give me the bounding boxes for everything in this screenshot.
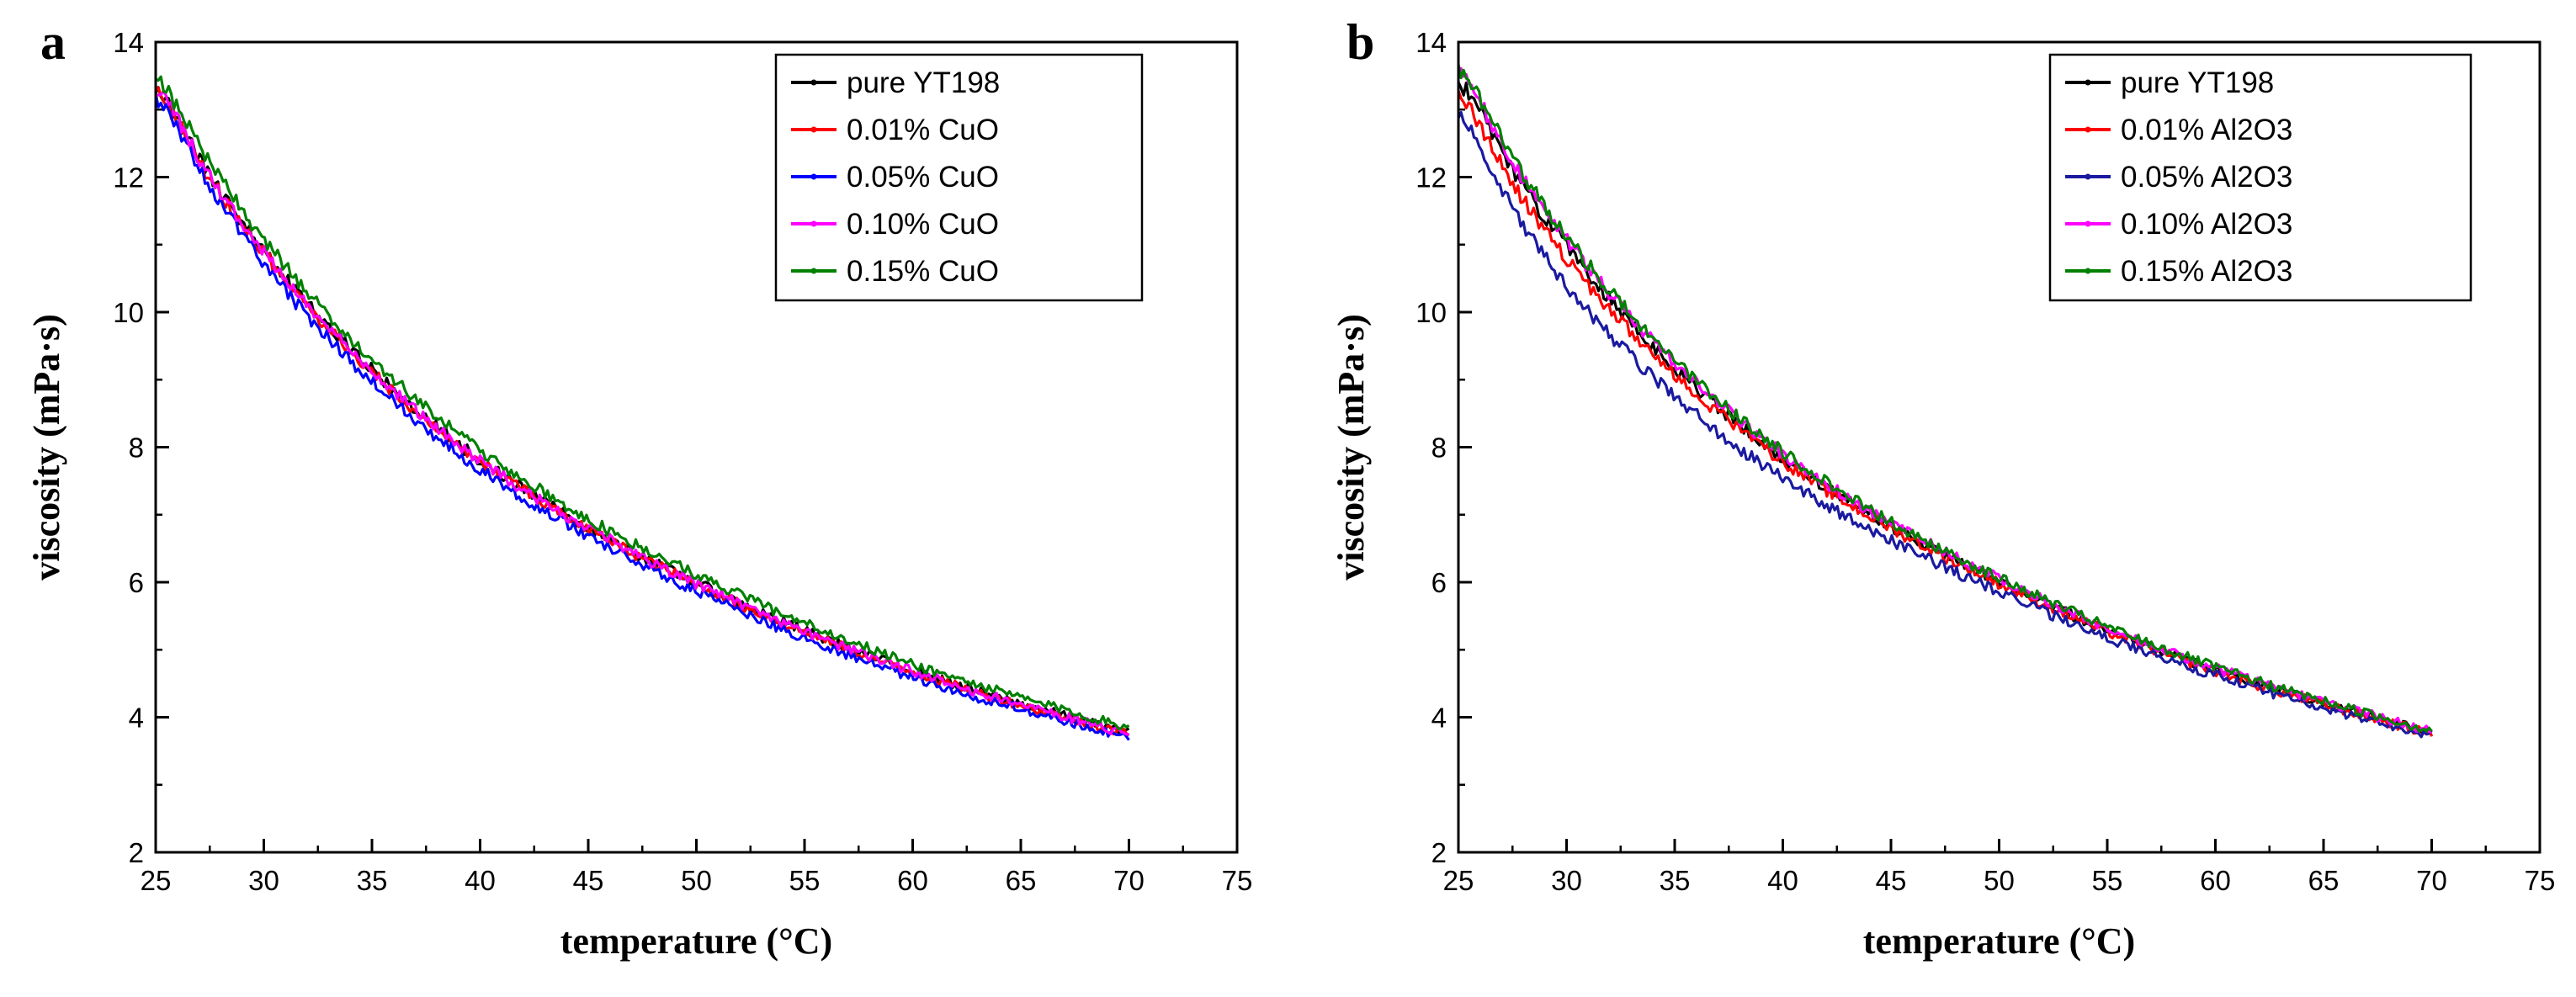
y-tick-label: 6 [1431, 567, 1447, 598]
y-tick-label: 2 [1431, 837, 1447, 868]
series-group [154, 75, 1130, 741]
legend-label: pure YT198 [847, 66, 1000, 99]
legend-marker [2085, 79, 2091, 86]
x-tick-label: 50 [681, 865, 712, 896]
panel-label: a [40, 14, 66, 70]
x-tick-label: 40 [465, 865, 496, 896]
legend-item: 0.05% Al2O3 [2065, 161, 2292, 194]
legend-label: 0.15% CuO [847, 255, 999, 288]
x-tick-label: 65 [2308, 865, 2340, 896]
panel-b: 25 30 35 40 45 50 55 60 65 70 75 2 4 6 8 10 12 14 temperat… [1330, 14, 2555, 962]
legend-box [2048, 53, 2472, 302]
x-tick-label: 65 [1006, 865, 1037, 896]
x-tick-label: 50 [1984, 865, 2015, 896]
legend-marker [810, 79, 817, 86]
y-tick-label: 8 [129, 432, 144, 464]
legend-box [774, 53, 1144, 302]
series-line-0-05-cuo [154, 93, 1130, 741]
y-tick-label: 8 [1431, 432, 1447, 464]
series-line-0-15-cuo [155, 75, 1130, 730]
x-tick-label: 75 [2525, 865, 2556, 896]
x-tick-label: 30 [1551, 865, 1582, 896]
legend-item: pure YT198 [2065, 66, 2274, 99]
y-tick-label: 12 [1415, 162, 1447, 194]
legend-marker [810, 268, 817, 274]
legend-item: 0.01% Al2O3 [2065, 114, 2292, 146]
legend-marker [2085, 126, 2091, 133]
series-line-0-05-al2o3 [1457, 110, 2433, 739]
x-tick-label: 40 [1767, 865, 1798, 896]
legend-item: 0.05% CuO [791, 161, 999, 194]
legend-marker [2085, 220, 2091, 227]
x-axis-title: temperature (°C) [560, 920, 832, 962]
series-group [1457, 64, 2434, 739]
legend-item: 0.15% CuO [791, 255, 999, 288]
legend-marker [2085, 268, 2091, 274]
x-tick-label: 25 [141, 865, 172, 896]
legend: pure YT198 0.01% CuO 0.05% CuO 0.10% CuO 0.1… [774, 53, 1144, 302]
y-tick-label: 10 [1415, 297, 1447, 328]
legend-label: 0.05% Al2O3 [2121, 161, 2292, 194]
x-axis-title: temperature (°C) [1863, 920, 2135, 962]
x-tick-label: 75 [1222, 865, 1253, 896]
x-tick-label: 60 [897, 865, 928, 896]
y-tick-label: 4 [129, 703, 144, 734]
x-tick-label: 35 [357, 865, 388, 896]
legend-label: 0.10% CuO [847, 208, 999, 241]
legend-label: 0.15% Al2O3 [2121, 255, 2292, 288]
series-line-0-15-al2o3 [1457, 64, 2433, 733]
legend-item: 0.10% CuO [791, 208, 999, 241]
x-tick-label: 30 [248, 865, 279, 896]
legend-marker [2085, 173, 2091, 180]
legend-label: 0.10% Al2O3 [2121, 208, 2292, 241]
panel-a: 25 30 35 40 45 50 55 60 65 70 75 2 4 6 8 10 12 14 temperat… [26, 14, 1252, 962]
legend-marker [810, 126, 817, 133]
x-tick-label: 70 [2416, 865, 2447, 896]
legend: pure YT198 0.01% Al2O3 0.05% Al2O3 0.10% Al… [2048, 53, 2472, 302]
x-tick-label: 55 [2092, 865, 2123, 896]
legend-label: 0.05% CuO [847, 161, 999, 194]
y-tick-label: 6 [129, 567, 144, 598]
y-axis-title: viscosity (mPa·s) [1330, 314, 1372, 581]
y-tick-label: 4 [1431, 703, 1447, 734]
x-tick-label: 25 [1443, 865, 1474, 896]
legend-item: 0.10% Al2O3 [2065, 208, 2292, 241]
y-tick-label: 12 [113, 162, 144, 194]
legend-marker [810, 173, 817, 180]
x-tick-label: 60 [2200, 865, 2231, 896]
y-tick-label: 14 [1415, 27, 1447, 58]
legend-item: 0.15% Al2O3 [2065, 255, 2292, 288]
panel-label: b [1346, 14, 1374, 70]
legend-label: 0.01% CuO [847, 114, 999, 146]
legend-item: pure YT198 [791, 66, 1000, 99]
legend-marker [810, 220, 817, 227]
x-tick-label: 35 [1660, 865, 1691, 896]
x-tick-label: 55 [789, 865, 821, 896]
y-axis-title: viscosity (mPa·s) [26, 314, 67, 581]
x-tick-label: 45 [573, 865, 604, 896]
y-tick-label: 10 [113, 297, 144, 328]
legend-label: pure YT198 [2121, 66, 2274, 99]
y-tick-label: 14 [113, 27, 144, 58]
x-tick-label: 70 [1113, 865, 1145, 896]
legend-item: 0.01% CuO [791, 114, 999, 146]
x-tick-label: 45 [1876, 865, 1907, 896]
legend-label: 0.01% Al2O3 [2121, 114, 2292, 146]
y-tick-label: 2 [129, 837, 144, 868]
series-line-0-10-cuo [155, 89, 1129, 736]
